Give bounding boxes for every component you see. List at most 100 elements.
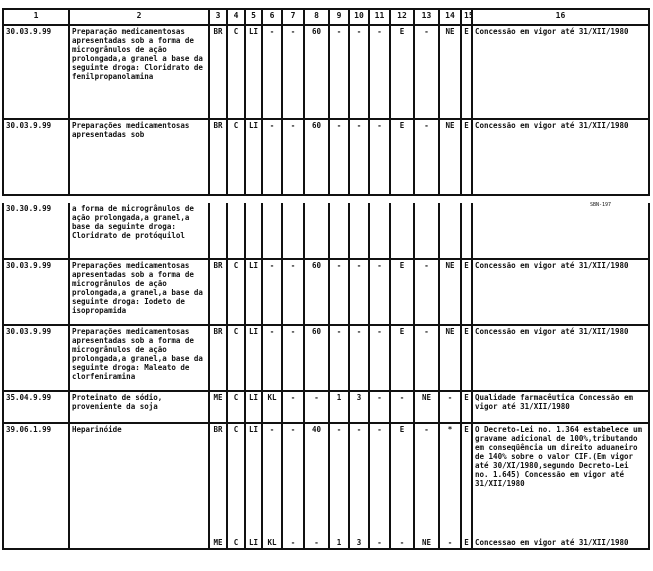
value-cell xyxy=(368,203,391,260)
column-header: 6 xyxy=(261,8,283,26)
value-cell: BR xyxy=(208,325,228,392)
value: - xyxy=(424,425,429,434)
value-cell: E xyxy=(389,259,415,326)
value-cell: 1 xyxy=(328,391,350,424)
value-cell: - xyxy=(281,391,305,424)
value: 3 xyxy=(356,538,362,547)
value-cell: - xyxy=(328,259,350,326)
value-cell: - xyxy=(368,391,391,424)
value-cell xyxy=(261,203,283,260)
column-header: 12 xyxy=(389,8,415,26)
value-cell: - xyxy=(413,259,440,326)
value-cell: - xyxy=(328,119,350,196)
value: - xyxy=(290,425,296,434)
observation: Concessão em vigor até 31/XII/1980 xyxy=(471,325,650,392)
description: Preparação medicamentosas apresentadas s… xyxy=(68,25,210,120)
observation xyxy=(471,203,650,260)
value-cell: E xyxy=(460,259,473,326)
value-cell: E xyxy=(389,25,415,120)
value-cell: - xyxy=(328,325,350,392)
value: * xyxy=(447,425,453,434)
value: ME xyxy=(213,538,223,547)
value-cell: 40 - xyxy=(303,423,330,550)
description: Preparações medicamentosas apresentadas … xyxy=(68,119,210,196)
column-header: 4 xyxy=(226,8,246,26)
value-cell: - xyxy=(281,25,305,120)
column-header: 5 xyxy=(244,8,263,26)
tariff-code: 30.03.9.99 xyxy=(2,259,70,326)
value-cell: BR xyxy=(208,259,228,326)
description: Preparações medicamentosas apresentadas … xyxy=(68,259,210,326)
value-cell: - xyxy=(438,391,462,424)
value-cell: - xyxy=(348,119,370,196)
value: E xyxy=(464,538,469,547)
value-cell: - xyxy=(413,25,440,120)
value-cell: -- xyxy=(281,423,305,550)
value-cell: - xyxy=(261,119,283,196)
column-header: 10 xyxy=(348,8,370,26)
value-cell xyxy=(244,203,263,260)
column-header: 15 xyxy=(460,8,473,26)
value-cell: -3 xyxy=(348,423,370,550)
value: C xyxy=(233,425,239,434)
tariff-code: 30.03.9.99 xyxy=(2,25,70,120)
value-cell: E xyxy=(460,391,473,424)
value: - xyxy=(377,538,382,547)
value-cell: C xyxy=(226,25,246,120)
value-cell: BR xyxy=(208,119,228,196)
value-cell: -- xyxy=(368,423,391,550)
observation: Qualidade farmacêutica Concessão em vigo… xyxy=(471,391,650,424)
value-cell: - xyxy=(303,391,330,424)
table-row: 30.03.9.99 Preparações medicamentosas apr… xyxy=(2,325,650,392)
value-cell xyxy=(303,203,330,260)
value-cell: LI xyxy=(244,325,263,392)
table-row: 39.06.1.99 Heparinóide BR ME C C LI LI - KL - -40- -… xyxy=(2,423,650,550)
value-cell: - xyxy=(281,259,305,326)
value-cell: -1 xyxy=(328,423,350,550)
value: E xyxy=(399,425,405,434)
value-cell xyxy=(328,203,350,260)
value-cell: E xyxy=(460,119,473,196)
value-cell: - xyxy=(368,325,391,392)
tariff-code: 35.04.9.99 xyxy=(2,391,70,424)
column-header: 8 xyxy=(303,8,330,26)
value-cell: - xyxy=(328,25,350,120)
value-cell: 60 xyxy=(303,119,330,196)
value-cell: - xyxy=(261,25,283,120)
value: 40 xyxy=(311,425,322,434)
value-cell: - xyxy=(368,25,391,120)
column-header: 1 xyxy=(2,8,70,26)
column-header: 13 xyxy=(413,8,440,26)
value-cell: BR xyxy=(208,25,228,120)
value: KL xyxy=(267,538,277,547)
value-cell: - xyxy=(368,259,391,326)
value-cell: C xyxy=(226,391,246,424)
value-cell: 60 xyxy=(303,325,330,392)
value: - xyxy=(399,538,405,547)
value-cell: - xyxy=(281,119,305,196)
value: NE xyxy=(421,538,432,547)
value: LI xyxy=(248,538,259,547)
value: E xyxy=(464,425,469,434)
value: - xyxy=(336,425,342,434)
header-row: 12345678910111213141516 xyxy=(2,8,650,26)
column-header: 11 xyxy=(368,8,391,26)
value-cell: E xyxy=(389,325,415,392)
value-cell: - xyxy=(348,259,370,326)
value-cell: 3 xyxy=(348,391,370,424)
value-cell: LI xyxy=(244,25,263,120)
value-cell: - xyxy=(413,119,440,196)
value: C xyxy=(233,538,239,547)
value-cell: * - xyxy=(438,423,462,550)
value: - xyxy=(290,538,296,547)
tariff-code: 30.30.9.99 xyxy=(2,203,70,260)
value-cell xyxy=(226,203,246,260)
value-cell: NE xyxy=(438,259,462,326)
value-cell xyxy=(281,203,305,260)
value-cell: C xyxy=(226,119,246,196)
value: 1 xyxy=(336,538,342,547)
observation: Concessão em vigor até 31/XII/1980 xyxy=(471,119,650,196)
value-cell xyxy=(389,203,415,260)
column-header: 9 xyxy=(328,8,350,26)
